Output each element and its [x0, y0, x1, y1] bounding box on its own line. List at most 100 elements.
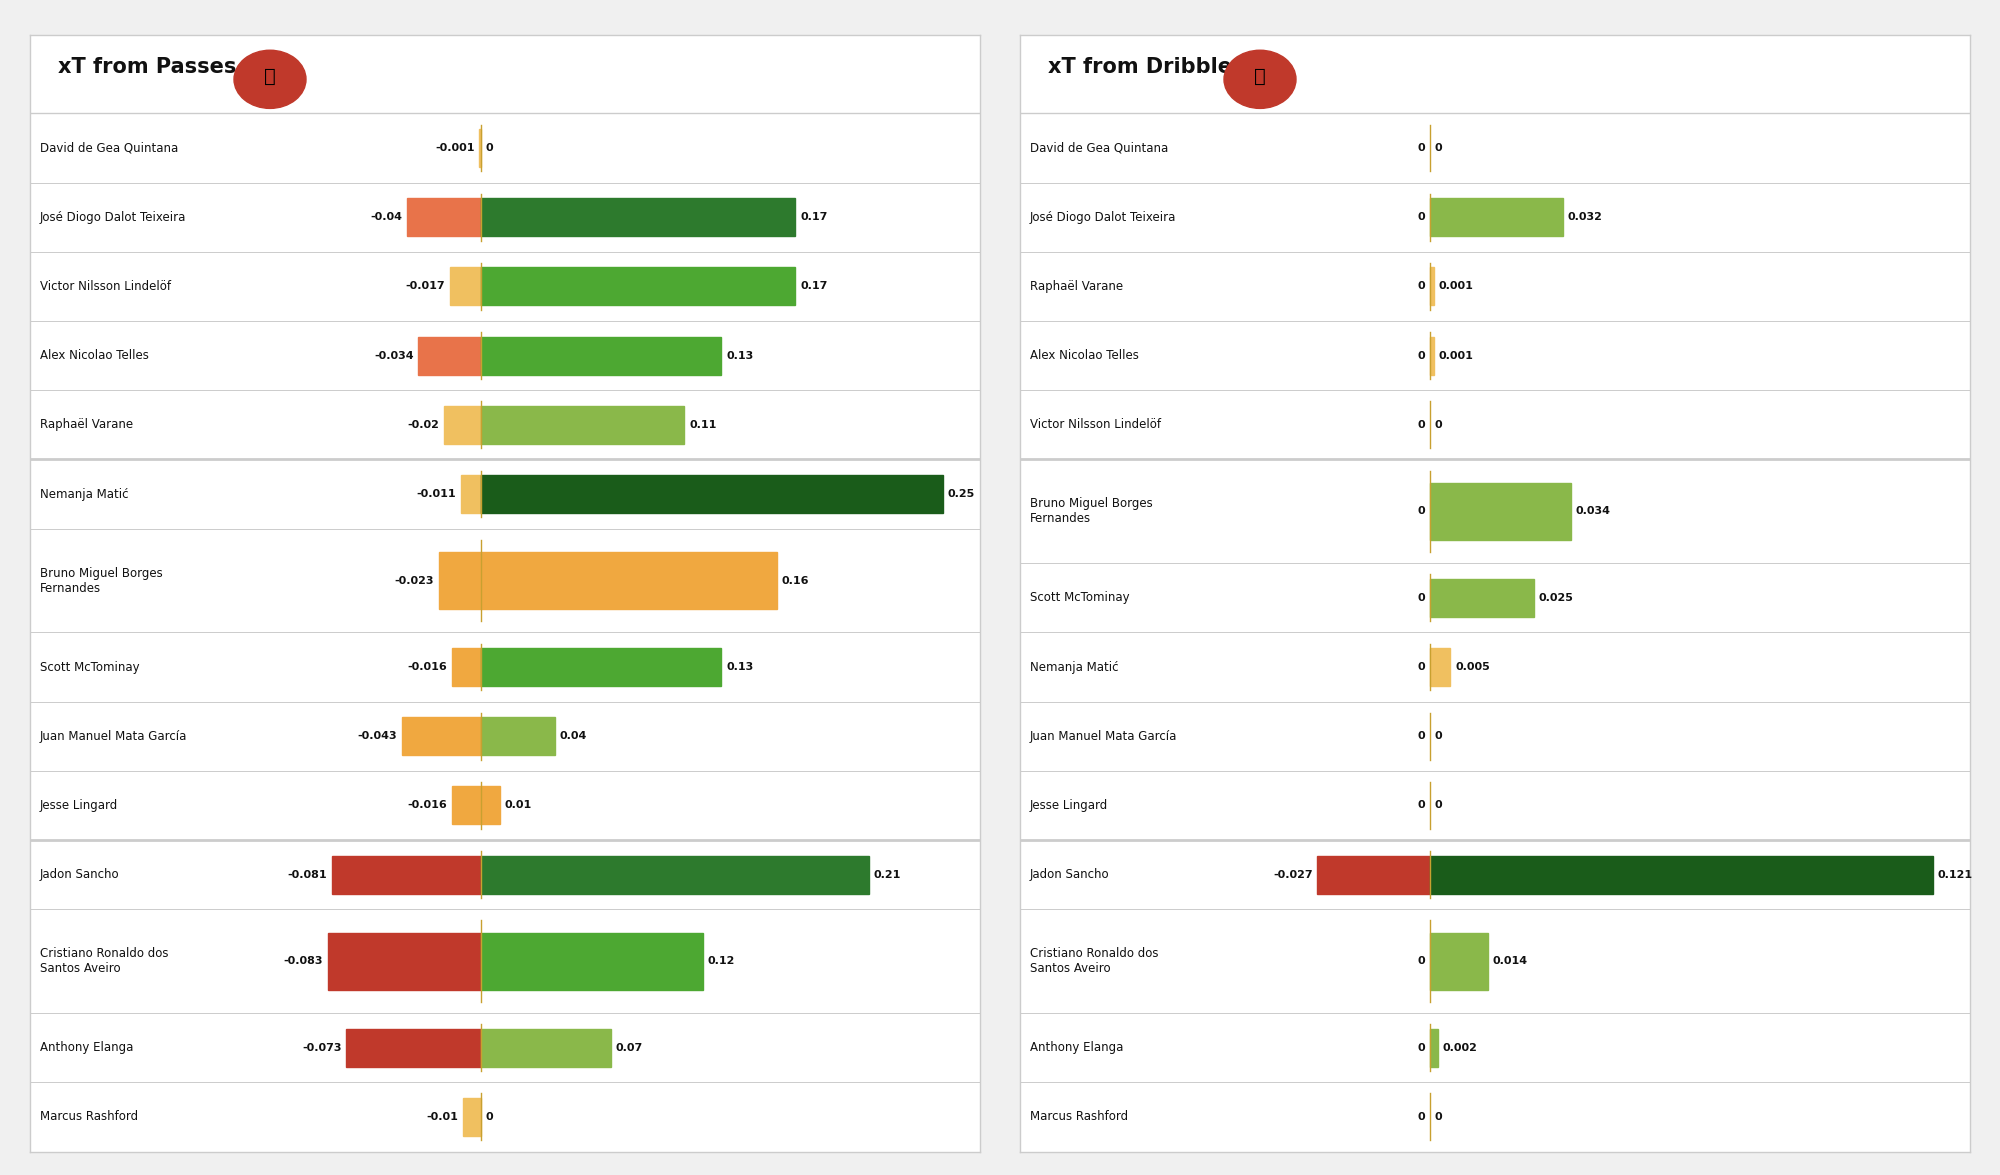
Text: 0: 0: [486, 143, 494, 153]
Text: 0.13: 0.13: [726, 350, 754, 361]
Text: 0.16: 0.16: [782, 576, 810, 585]
Text: Alex Nicolao Telles: Alex Nicolao Telles: [40, 349, 148, 362]
Text: Nemanja Matić: Nemanja Matić: [1030, 660, 1118, 673]
Text: Marcus Rashford: Marcus Rashford: [1030, 1110, 1128, 1123]
Text: 0: 0: [486, 1112, 494, 1122]
Text: 0: 0: [1418, 143, 1424, 153]
FancyBboxPatch shape: [418, 336, 482, 375]
Text: 0.17: 0.17: [800, 213, 828, 222]
FancyBboxPatch shape: [346, 1028, 482, 1067]
Text: Victor Nilsson Lindelöf: Victor Nilsson Lindelöf: [1030, 418, 1160, 431]
FancyBboxPatch shape: [402, 717, 482, 756]
FancyBboxPatch shape: [482, 786, 500, 825]
Text: 0: 0: [1418, 213, 1424, 222]
FancyBboxPatch shape: [328, 933, 482, 989]
Text: David de Gea Quintana: David de Gea Quintana: [40, 141, 178, 154]
Text: 0: 0: [1418, 1042, 1424, 1053]
Text: 0.121: 0.121: [1938, 870, 1972, 880]
Text: 0.002: 0.002: [1442, 1042, 1478, 1053]
FancyBboxPatch shape: [482, 475, 944, 513]
Text: 0.034: 0.034: [1576, 506, 1610, 516]
Text: Jesse Lingard: Jesse Lingard: [1030, 799, 1108, 812]
Text: -0.011: -0.011: [416, 489, 456, 499]
Text: Bruno Miguel Borges
Fernandes: Bruno Miguel Borges Fernandes: [40, 566, 162, 595]
Text: -0.073: -0.073: [302, 1042, 342, 1053]
Text: 0.17: 0.17: [800, 281, 828, 291]
FancyBboxPatch shape: [1430, 579, 1534, 617]
Text: 0: 0: [1418, 281, 1424, 291]
FancyBboxPatch shape: [482, 199, 796, 236]
Text: -0.017: -0.017: [406, 281, 446, 291]
Text: 0.001: 0.001: [1438, 350, 1474, 361]
Text: 0.13: 0.13: [726, 662, 754, 672]
FancyBboxPatch shape: [438, 552, 482, 609]
FancyBboxPatch shape: [1430, 483, 1572, 539]
Text: 0.025: 0.025: [1538, 593, 1574, 603]
FancyBboxPatch shape: [482, 552, 776, 609]
Text: -0.001: -0.001: [436, 143, 474, 153]
Text: 0: 0: [1418, 662, 1424, 672]
FancyBboxPatch shape: [452, 786, 482, 825]
Text: Jadon Sancho: Jadon Sancho: [1030, 868, 1110, 881]
FancyBboxPatch shape: [1430, 336, 1434, 375]
Text: 0.014: 0.014: [1492, 956, 1528, 966]
FancyBboxPatch shape: [460, 475, 482, 513]
Text: 0.25: 0.25: [948, 489, 976, 499]
Text: -0.023: -0.023: [394, 576, 434, 585]
Text: Scott McTominay: Scott McTominay: [40, 660, 140, 673]
FancyBboxPatch shape: [482, 933, 702, 989]
Text: Cristiano Ronaldo dos
Santos Aveiro: Cristiano Ronaldo dos Santos Aveiro: [1030, 947, 1158, 975]
Text: 0: 0: [1418, 419, 1424, 430]
FancyBboxPatch shape: [408, 199, 482, 236]
Text: Victor Nilsson Lindelöf: Victor Nilsson Lindelöf: [40, 280, 170, 293]
Text: -0.016: -0.016: [408, 800, 446, 811]
Circle shape: [234, 51, 306, 108]
Text: 0.001: 0.001: [1438, 281, 1474, 291]
FancyBboxPatch shape: [452, 649, 482, 686]
Text: -0.027: -0.027: [1274, 870, 1312, 880]
Text: 0: 0: [1418, 731, 1424, 741]
Text: 0: 0: [1434, 143, 1442, 153]
FancyBboxPatch shape: [482, 336, 722, 375]
Text: David de Gea Quintana: David de Gea Quintana: [1030, 141, 1168, 154]
FancyBboxPatch shape: [1430, 933, 1488, 989]
Text: 0.21: 0.21: [874, 870, 902, 880]
Text: Cristiano Ronaldo dos
Santos Aveiro: Cristiano Ronaldo dos Santos Aveiro: [40, 947, 168, 975]
Text: Juan Manuel Mata García: Juan Manuel Mata García: [40, 730, 186, 743]
Text: Raphaël Varane: Raphaël Varane: [40, 418, 132, 431]
FancyBboxPatch shape: [1430, 855, 1932, 894]
Text: 0: 0: [1418, 800, 1424, 811]
Text: 0.11: 0.11: [690, 419, 716, 430]
FancyBboxPatch shape: [450, 268, 482, 306]
Text: 0: 0: [1434, 731, 1442, 741]
Text: Marcus Rashford: Marcus Rashford: [40, 1110, 138, 1123]
Text: Jadon Sancho: Jadon Sancho: [40, 868, 120, 881]
Text: 0: 0: [1418, 593, 1424, 603]
FancyBboxPatch shape: [482, 717, 556, 756]
Text: -0.02: -0.02: [408, 419, 440, 430]
Text: Bruno Miguel Borges
Fernandes: Bruno Miguel Borges Fernandes: [1030, 497, 1152, 525]
Text: Nemanja Matić: Nemanja Matić: [40, 488, 128, 501]
FancyBboxPatch shape: [482, 268, 796, 306]
Text: Raphaël Varane: Raphaël Varane: [1030, 280, 1122, 293]
Text: -0.04: -0.04: [370, 213, 402, 222]
Text: Jesse Lingard: Jesse Lingard: [40, 799, 118, 812]
Text: 0.01: 0.01: [504, 800, 532, 811]
Text: Anthony Elanga: Anthony Elanga: [1030, 1041, 1122, 1054]
Text: José Diogo Dalot Teixeira: José Diogo Dalot Teixeira: [1030, 210, 1176, 223]
Text: Anthony Elanga: Anthony Elanga: [40, 1041, 132, 1054]
FancyBboxPatch shape: [462, 1097, 482, 1136]
Text: xT from Passes: xT from Passes: [58, 56, 236, 76]
Text: 0.04: 0.04: [560, 731, 588, 741]
FancyBboxPatch shape: [332, 855, 482, 894]
Text: 0: 0: [1418, 350, 1424, 361]
Text: 0.005: 0.005: [1456, 662, 1490, 672]
Text: -0.043: -0.043: [358, 731, 398, 741]
Text: -0.01: -0.01: [426, 1112, 458, 1122]
Text: -0.016: -0.016: [408, 662, 446, 672]
FancyBboxPatch shape: [1318, 855, 1430, 894]
FancyBboxPatch shape: [482, 855, 870, 894]
Text: Juan Manuel Mata García: Juan Manuel Mata García: [1030, 730, 1176, 743]
Text: ⚽: ⚽: [1254, 67, 1266, 86]
Text: 0: 0: [1434, 800, 1442, 811]
